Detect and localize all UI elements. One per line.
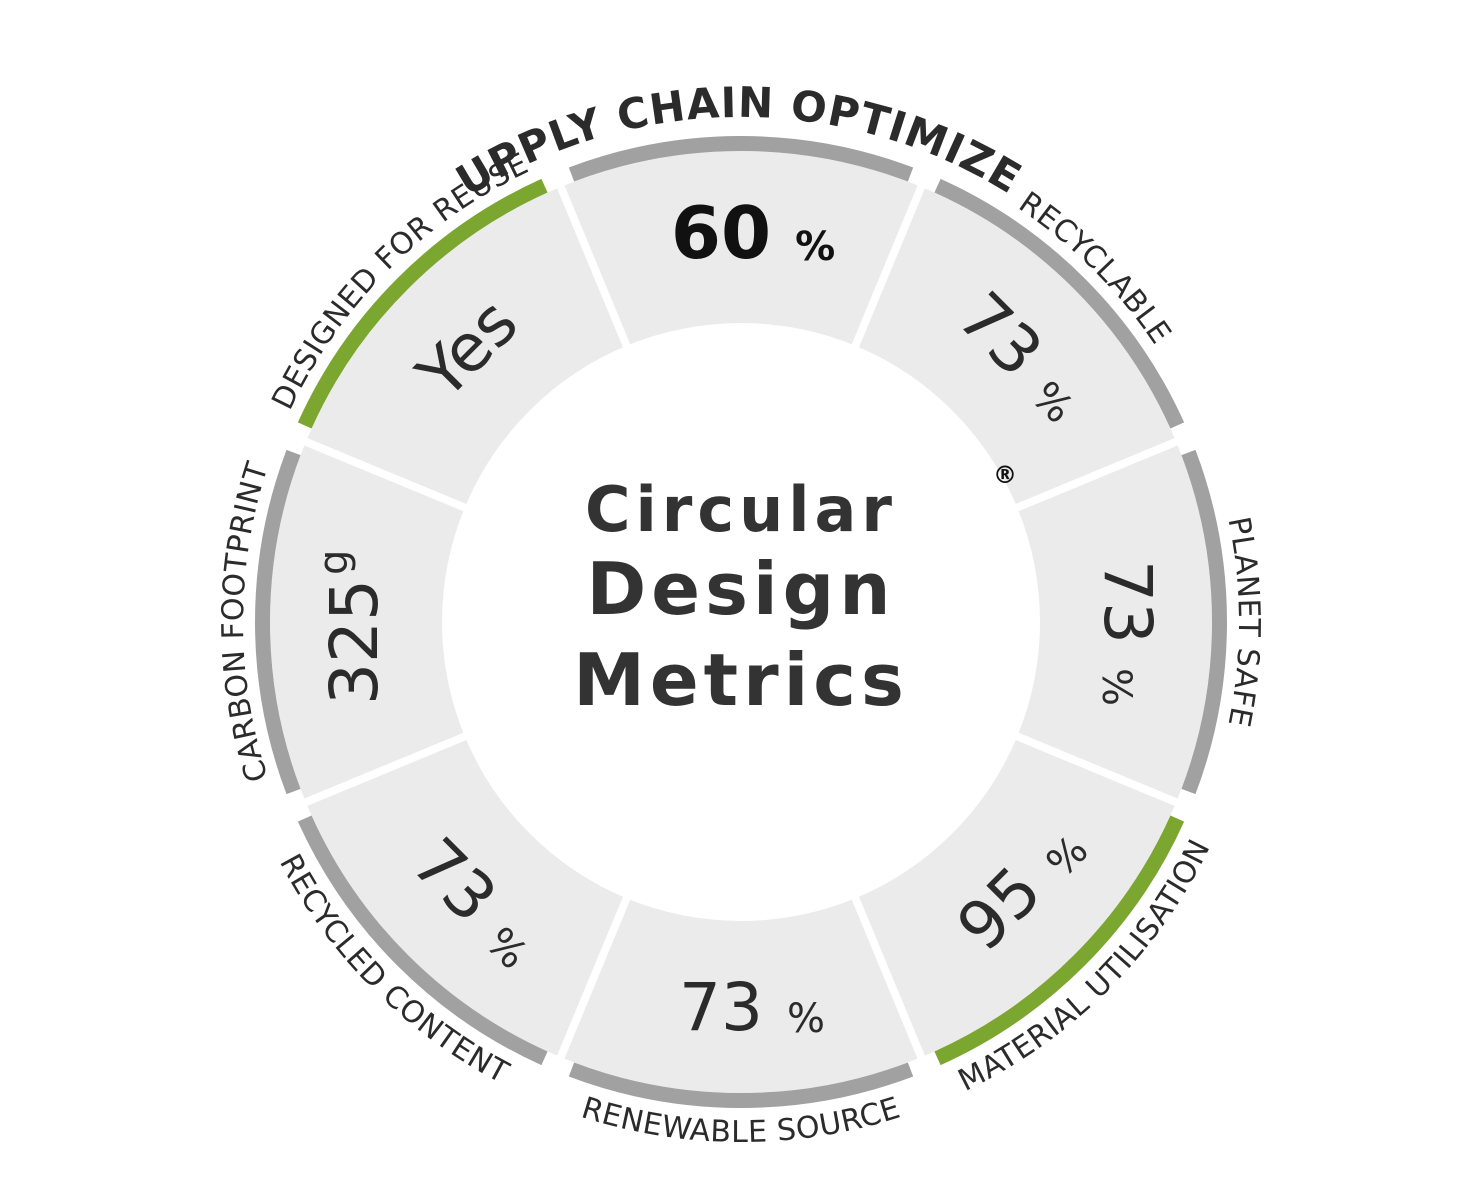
title-line-circular: Circular bbox=[585, 473, 897, 546]
segment-material-utilisation bbox=[857, 738, 1175, 1056]
ring-arc-recycled-content bbox=[297, 815, 548, 1066]
center-title: Circular Design Metrics ® bbox=[573, 461, 1017, 722]
ring-arc-renewable-source bbox=[568, 1062, 914, 1108]
value-planet-safe: 73 bbox=[1089, 560, 1166, 644]
title-line-design: Design bbox=[587, 547, 896, 631]
ring-arc-designed-for-reuse bbox=[297, 178, 548, 429]
segment-designed-for-reuse bbox=[307, 188, 625, 506]
unit-renewable-source: % bbox=[787, 996, 825, 1042]
unit-planet-safe: % bbox=[1093, 668, 1139, 706]
ring-arc-recyclable bbox=[934, 178, 1185, 429]
label-planet-safe: PLANET SAFE bbox=[1220, 514, 1266, 730]
value-renewable-source: 73 bbox=[679, 969, 763, 1046]
value-group-renewable-source: 73% bbox=[679, 969, 825, 1046]
ring-bands bbox=[255, 136, 1227, 1108]
unit-carbon-footprint: g bbox=[311, 550, 357, 575]
value-carbon-footprint: 325 bbox=[316, 579, 393, 705]
ring-arc-material-utilisation bbox=[934, 815, 1185, 1066]
segment-supply-chain bbox=[564, 151, 918, 349]
segment-carbon-footprint bbox=[269, 445, 468, 799]
segment-recycled-content bbox=[307, 738, 625, 1056]
metric-segments bbox=[269, 151, 1212, 1093]
title-line-metrics: Metrics bbox=[573, 638, 909, 722]
segment-renewable-source bbox=[564, 895, 918, 1093]
segment-recyclable bbox=[857, 188, 1175, 506]
ring-arc-planet-safe bbox=[1181, 449, 1227, 795]
segment-planet-safe bbox=[1014, 445, 1212, 799]
center-disc bbox=[442, 323, 1040, 921]
value-group-planet-safe: 73% bbox=[1089, 560, 1166, 706]
ring-arc-carbon-footprint bbox=[255, 449, 301, 795]
value-supply-chain: 60 bbox=[671, 191, 771, 275]
registered-mark: ® bbox=[993, 461, 1017, 489]
value-group-carbon-footprint: 325 g bbox=[311, 550, 393, 705]
value-group-supply-chain: 60% bbox=[671, 191, 835, 275]
ring-arc-supply-chain bbox=[568, 136, 914, 182]
unit-supply-chain: % bbox=[795, 224, 835, 270]
